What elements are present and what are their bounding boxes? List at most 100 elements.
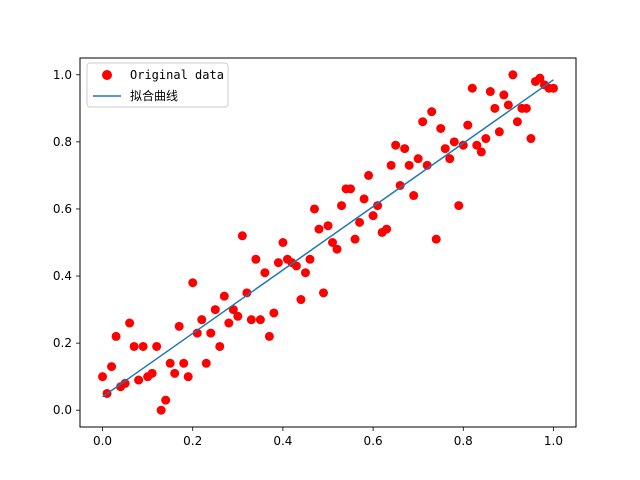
y-axis: 0.0 0.2 0.4 0.6 0.8 1.0 bbox=[53, 68, 80, 417]
data-point bbox=[305, 254, 315, 264]
data-point bbox=[418, 117, 428, 127]
data-point bbox=[251, 254, 261, 264]
data-point bbox=[291, 261, 301, 271]
data-point bbox=[373, 201, 383, 211]
data-point bbox=[197, 315, 207, 325]
y-tick-label: 1.0 bbox=[53, 68, 72, 82]
data-point bbox=[526, 134, 536, 144]
data-point bbox=[278, 238, 288, 247]
data-point bbox=[395, 180, 405, 190]
fit-line bbox=[102, 79, 554, 398]
data-point bbox=[138, 341, 148, 351]
legend-marker-original-data bbox=[102, 70, 112, 80]
data-point bbox=[255, 315, 265, 325]
data-point bbox=[192, 328, 202, 338]
data-point bbox=[346, 184, 356, 194]
data-point bbox=[156, 405, 166, 415]
data-point bbox=[328, 238, 338, 247]
data-point bbox=[382, 224, 392, 234]
x-tick-label: 0.0 bbox=[93, 434, 112, 448]
data-point bbox=[210, 305, 220, 315]
data-point bbox=[318, 288, 328, 298]
data-point bbox=[440, 144, 450, 154]
data-point bbox=[535, 73, 545, 83]
data-point bbox=[201, 358, 211, 368]
data-point bbox=[494, 127, 504, 137]
data-point bbox=[188, 278, 198, 288]
y-tick-label: 0.2 bbox=[53, 336, 72, 350]
data-point bbox=[463, 120, 473, 130]
data-point bbox=[219, 291, 229, 301]
data-point bbox=[215, 341, 225, 351]
data-point bbox=[107, 362, 117, 372]
data-point bbox=[449, 137, 459, 147]
data-point bbox=[503, 100, 513, 110]
data-point bbox=[260, 268, 270, 278]
data-point bbox=[161, 395, 171, 405]
data-point bbox=[237, 231, 247, 241]
data-point bbox=[512, 117, 522, 127]
data-point bbox=[246, 315, 256, 325]
data-point bbox=[490, 103, 500, 113]
data-point bbox=[364, 170, 374, 180]
data-point bbox=[134, 375, 144, 385]
data-point bbox=[472, 140, 482, 150]
data-point bbox=[296, 295, 306, 305]
data-point bbox=[458, 140, 468, 150]
plot-area bbox=[98, 70, 558, 415]
axes-frame bbox=[79, 57, 577, 428]
x-tick-label: 0.4 bbox=[273, 434, 292, 448]
data-point bbox=[206, 328, 216, 338]
data-point bbox=[129, 341, 139, 351]
data-point bbox=[467, 83, 477, 93]
x-axis: 0.0 0.2 0.4 0.6 0.8 1.0 bbox=[93, 427, 563, 448]
data-point bbox=[413, 154, 423, 164]
data-point bbox=[481, 134, 491, 144]
data-point bbox=[233, 311, 243, 321]
data-point bbox=[300, 268, 310, 278]
data-point bbox=[337, 201, 347, 211]
data-point bbox=[400, 144, 410, 154]
legend-label-original-data: Original data bbox=[130, 68, 224, 82]
data-point bbox=[242, 288, 252, 298]
data-point bbox=[183, 372, 193, 382]
x-tick-label: 0.2 bbox=[183, 434, 202, 448]
data-point bbox=[174, 321, 184, 331]
data-point bbox=[409, 191, 419, 201]
data-point bbox=[431, 234, 441, 244]
x-tick-label: 0.8 bbox=[454, 434, 473, 448]
data-point bbox=[508, 70, 518, 80]
y-tick-label: 0.4 bbox=[53, 269, 72, 283]
data-point bbox=[499, 90, 509, 100]
data-point bbox=[323, 221, 333, 231]
data-point bbox=[120, 378, 130, 388]
data-point bbox=[404, 160, 414, 170]
data-point bbox=[350, 234, 360, 244]
data-point bbox=[359, 194, 369, 204]
data-point bbox=[548, 83, 558, 93]
data-point bbox=[521, 103, 531, 113]
legend-box bbox=[86, 62, 229, 108]
data-point bbox=[386, 160, 396, 170]
data-point bbox=[436, 123, 446, 133]
data-point bbox=[355, 217, 365, 227]
data-point bbox=[309, 204, 319, 214]
x-tick-label: 1.0 bbox=[544, 434, 563, 448]
x-tick-label: 0.6 bbox=[364, 434, 383, 448]
data-point bbox=[445, 154, 455, 164]
data-point bbox=[152, 341, 162, 351]
y-tick-label: 0.8 bbox=[53, 135, 72, 149]
data-point bbox=[391, 140, 401, 150]
legend: Original data 拟合曲线 bbox=[86, 62, 229, 108]
data-point bbox=[98, 372, 108, 382]
data-point bbox=[111, 331, 121, 341]
data-point bbox=[264, 331, 274, 341]
data-point bbox=[368, 211, 378, 221]
data-point bbox=[476, 147, 486, 157]
data-point bbox=[170, 368, 180, 378]
legend-label-fit-curve: 拟合曲线 bbox=[130, 88, 178, 103]
data-point bbox=[269, 308, 279, 318]
data-point bbox=[314, 224, 324, 234]
data-point bbox=[165, 358, 175, 368]
